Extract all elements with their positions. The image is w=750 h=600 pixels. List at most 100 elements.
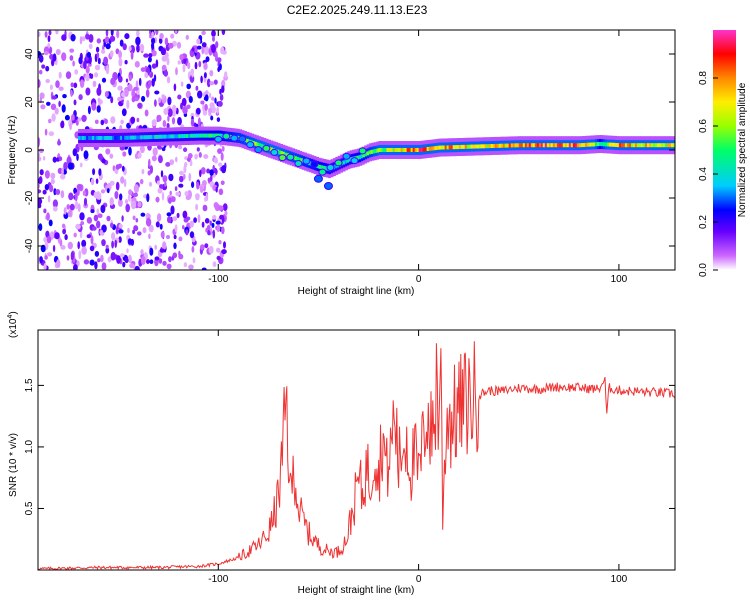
spectrogram-noise-cell <box>38 176 43 184</box>
spectrogram-noise-cell <box>90 235 94 245</box>
spectrogram-ridge-core <box>550 143 554 148</box>
spectrogram-noise-cell <box>199 169 202 178</box>
spectrogram-ridge-core <box>420 147 424 152</box>
spectrogram-noise-cell <box>79 230 83 239</box>
spectrogram-ridge-core <box>152 135 155 139</box>
spectrogram-x-tick-label: -100 <box>208 274 228 285</box>
spectrogram-ridge-core <box>116 136 119 140</box>
spectrogram-ridge-core <box>260 143 263 148</box>
spectrogram-noise-cell <box>38 79 41 88</box>
spectrogram-noise-cell <box>100 254 104 263</box>
spectrogram-ridge-core <box>84 136 87 140</box>
spectrogram-noise-cell <box>47 35 51 43</box>
spectrogram-ridge-core <box>372 149 375 154</box>
spectrogram-ridge-core <box>554 143 558 148</box>
spectrogram-ridge-spur <box>323 182 333 190</box>
spectrogram-ridge-core <box>606 142 610 147</box>
spectrogram-noise-cell <box>105 148 111 155</box>
spectrogram-noise-cell <box>122 261 126 268</box>
spectrogram-noise-cell <box>82 190 86 196</box>
spectrogram-noise-cell <box>52 199 59 208</box>
spectrogram-ridge-core <box>638 143 642 148</box>
spectrogram-noise-cell <box>110 96 114 104</box>
spectrogram-noise-cell <box>118 75 123 83</box>
spectrogram-ridge-core <box>486 144 490 149</box>
spectrogram-noise-cell <box>77 203 81 213</box>
spectrogram-noise-cell <box>157 187 163 194</box>
spectrogram-noise-cell <box>117 85 122 91</box>
spectrogram-noise-cell <box>168 173 174 182</box>
spectrogram-ridge-core <box>446 145 450 150</box>
spectrogram-noise-cell <box>126 248 129 254</box>
spectrogram-noise-cell <box>105 244 109 249</box>
spectrogram-noise-cell <box>49 184 54 193</box>
spectrogram-ridge-core <box>194 133 197 138</box>
spectrogram-noise-cell <box>212 261 217 268</box>
spectrogram-noise-cell <box>188 264 194 270</box>
spectrogram-noise-cell <box>80 221 85 226</box>
spectrogram-noise-cell <box>132 215 136 221</box>
spectrogram-noise-cell <box>160 231 165 239</box>
spectrogram-ridge-core <box>562 143 566 148</box>
spectrogram-noise-cell <box>182 63 186 73</box>
spectrogram-noise-cell <box>53 188 57 196</box>
spectrogram-noise-cell <box>78 56 83 65</box>
spectrogram-noise-cell <box>104 91 109 98</box>
spectrogram-ridge-core <box>622 143 626 148</box>
snr-y-tick-label: 1.0 <box>24 440 35 454</box>
spectrogram-noise-cell <box>156 114 162 122</box>
spectrogram-noise-cell <box>97 153 103 160</box>
spectrogram-noise-cell <box>136 44 140 53</box>
spectrogram-ridge-core <box>258 143 261 148</box>
spectrogram-ridge-blob <box>342 152 351 160</box>
spectrogram-noise-cell <box>148 181 153 187</box>
spectrogram-noise-cell <box>111 232 116 241</box>
spectrogram-noise-cell <box>38 148 44 153</box>
spectrogram-noise-cell <box>47 252 53 257</box>
spectrogram-noise-cell <box>56 259 61 268</box>
spectrogram-noise-cell <box>139 178 144 185</box>
spectrogram-ridge-core <box>640 143 644 148</box>
spectrogram-noise-cell <box>140 67 146 72</box>
spectrogram-ridge-core <box>502 143 506 148</box>
spectrogram-noise-cell <box>124 199 129 205</box>
spectrogram-noise-cell <box>118 229 124 234</box>
spectrogram-noise-cell <box>38 189 42 194</box>
spectrogram-noise-cell <box>38 198 43 205</box>
spectrogram-noise-cell <box>64 114 70 121</box>
spectrogram-ridge-core <box>412 148 416 152</box>
spectrogram-noise-cell <box>43 236 48 243</box>
spectrogram-noise-cell <box>93 191 98 199</box>
spectrogram-noise-cell <box>38 54 44 63</box>
spectrogram-ridge-core <box>208 133 211 138</box>
spectrogram-noise-cell <box>146 193 150 203</box>
colorbar-label: Normalized spectral amplitude <box>737 82 748 217</box>
spectrogram-ridge-core <box>580 143 584 148</box>
spectrogram-noise-cell <box>96 105 101 113</box>
spectrogram-noise-cell <box>67 241 74 250</box>
spectrogram-ridge-core <box>460 144 464 149</box>
spectrogram-noise-cell <box>204 90 209 96</box>
colorbar-gradient <box>713 30 736 270</box>
spectrogram-ridge-core <box>628 143 632 148</box>
spectrogram-noise-cell <box>58 100 61 107</box>
spectrogram-noise-cell <box>191 69 194 78</box>
spectrogram-noise-cell <box>147 56 152 63</box>
spectrogram-ridge-core <box>280 151 283 156</box>
spectrogram-noise-cell <box>158 258 163 264</box>
spectrogram-noise-cell <box>215 41 219 49</box>
spectrogram-noise-cell <box>97 192 102 200</box>
spectrogram-noise-cell <box>88 43 93 49</box>
spectrogram-ridge-core <box>462 144 466 149</box>
spectrogram-noise-cell <box>44 255 48 260</box>
spectrogram-noise-cell <box>158 37 163 44</box>
spectrogram-ridge-blob <box>230 134 239 142</box>
spectrogram-noise-cell <box>73 99 77 106</box>
spectrogram-noise-cell <box>182 106 188 115</box>
spectrogram-x-tick-label: 0 <box>416 274 422 285</box>
spectrogram-noise-cell <box>109 50 114 58</box>
snr-x-tick-label: 100 <box>611 574 628 585</box>
spectrogram-ridge-core <box>604 142 608 147</box>
spectrogram-noise-cell <box>124 33 130 40</box>
spectrogram-ridge-core <box>610 142 614 147</box>
